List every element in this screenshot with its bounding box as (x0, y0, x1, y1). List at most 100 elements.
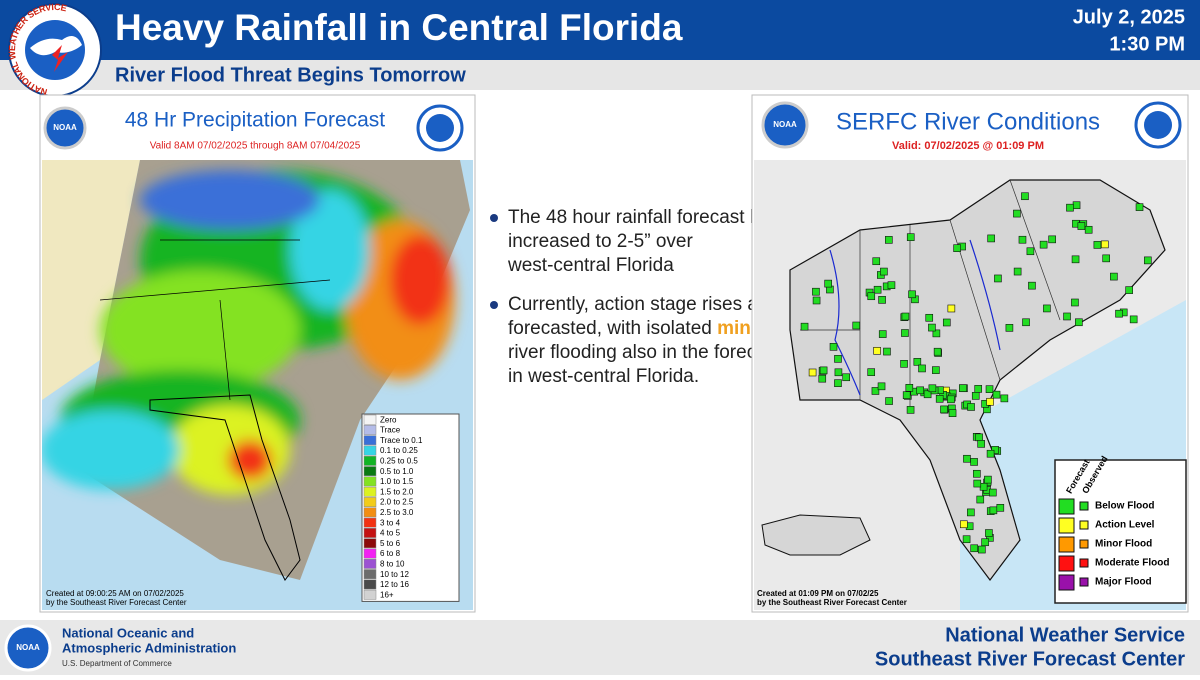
legend-swatch (363, 497, 377, 507)
legend-swatch (363, 486, 377, 497)
legend-label: 8 to 10 (380, 559, 405, 568)
legend-label: 4 to 5 (380, 529, 401, 538)
gauge-marker (901, 329, 909, 337)
gauge-marker (928, 384, 937, 393)
gauge-marker (872, 257, 881, 266)
gauge-marker (970, 458, 978, 466)
gauge-marker (867, 368, 876, 376)
logo-text: NOAA (16, 643, 40, 652)
gauge-marker (834, 355, 842, 363)
gauge-marker (873, 346, 881, 355)
gauge-marker (1125, 286, 1133, 294)
gauge-marker (829, 343, 838, 351)
credit-line: by the Southeast River Forecast Center (46, 598, 187, 607)
agency-line: Atmospheric Administration (62, 640, 236, 655)
legend-label: Major Flood (1095, 577, 1152, 588)
gauge-marker (1075, 318, 1083, 327)
bullet-line: west-central Florida (507, 255, 674, 276)
gauge-marker (834, 368, 843, 377)
gauge-marker (808, 368, 817, 377)
legend-label: Action Level (1095, 520, 1155, 531)
gauge-marker (871, 387, 880, 395)
map-valid: Valid: 07/02/2025 @ 01:09 PM (892, 140, 1044, 152)
nws-logo-inner (426, 114, 454, 142)
legend-label: 12 to 16 (380, 580, 409, 589)
precip-map: NOAA 48 Hr Precipitation Forecast Valid … (39, 94, 476, 613)
date: July 2, 2025 (1073, 6, 1185, 28)
legend-swatch (1058, 555, 1075, 572)
legend-label: Trace to 0.1 (380, 436, 423, 445)
legend-swatch (1079, 539, 1089, 549)
bullet-dot (490, 301, 498, 309)
legend-label: 1.0 to 1.5 (380, 477, 414, 486)
legend-label: 0.1 to 0.25 (380, 446, 418, 455)
legend-swatch (1079, 501, 1089, 511)
legend-swatch (1079, 577, 1089, 587)
gauge-marker (873, 285, 882, 294)
gauge-marker (1110, 272, 1118, 281)
legend-swatch (363, 589, 377, 600)
gauge-marker (1072, 201, 1081, 210)
legend-swatch (363, 528, 377, 538)
gauge-marker (987, 234, 995, 243)
office-line: National Weather Service (945, 624, 1185, 646)
title: Heavy Rainfall in Central Florida (115, 7, 683, 48)
subtitle: River Flood Threat Begins Tomorrow (115, 64, 466, 86)
gauge-marker (967, 403, 975, 411)
gauge-marker (986, 449, 995, 458)
legend-box (361, 413, 460, 602)
noaa-logo (761, 101, 809, 149)
gauge-marker (971, 392, 980, 400)
bullet-line: in west-central Florida. (508, 366, 699, 387)
gauge-marker (1022, 318, 1030, 327)
legend-swatch (363, 579, 377, 590)
gauge-marker (958, 384, 967, 392)
legend-label: 16+ (380, 590, 394, 599)
legend-label: 2.0 to 2.5 (380, 498, 414, 507)
gauge-marker (988, 488, 997, 497)
legend-label: 3 to 4 (380, 518, 401, 527)
logo-text: NOAA (53, 123, 77, 132)
legend-swatch (363, 455, 377, 466)
legend-swatch (363, 466, 377, 477)
noaa-logo (43, 106, 87, 150)
gauge-marker (991, 446, 999, 454)
legend-label: 6 to 8 (380, 549, 401, 558)
gauge-marker (985, 385, 994, 393)
credit-line: Created at 01:09 PM on 07/02/25 (757, 589, 879, 598)
gauge-marker (800, 322, 809, 331)
legend-label: Zero (380, 415, 397, 424)
legend-swatch (1079, 558, 1089, 568)
gauge-marker (1048, 235, 1056, 244)
gauge-marker (901, 312, 910, 321)
bullet-list: The 48 hour rainfall forecast has increa… (490, 207, 782, 387)
gauge-marker (976, 495, 985, 504)
gauge-marker (947, 395, 955, 404)
gauge-marker (1144, 256, 1152, 265)
gauge-marker (824, 279, 832, 288)
legend-label: Minor Flood (1095, 539, 1152, 550)
gauge-marker (977, 440, 985, 448)
gauge-marker (953, 244, 961, 252)
gauge-marker (885, 236, 893, 244)
gauge-marker (1013, 209, 1021, 218)
gauge-marker (974, 385, 983, 393)
gauge-marker (867, 292, 876, 301)
map-valid: Valid 8AM 07/02/2025 through 8AM 07/04/2… (150, 141, 361, 152)
gauge-marker (973, 479, 982, 488)
gauge-marker (962, 535, 971, 544)
bullet-line: increased to 2-5” over (508, 231, 693, 252)
header-band (0, 0, 1200, 60)
gauge-marker (812, 287, 820, 296)
gauge-marker (1077, 222, 1086, 230)
bullet-text: forecasted, with isolated (508, 318, 717, 339)
legend-label: 0.5 to 1.0 (380, 467, 414, 476)
gauge-marker (916, 386, 924, 395)
legend-swatch (363, 425, 377, 435)
bullet-line: forecasted, with isolated minor (508, 318, 771, 339)
legend-swatch (363, 548, 377, 559)
gauge-marker (970, 544, 978, 553)
gauge-marker (1021, 192, 1029, 201)
bullet-line: river flooding also in the forecast (508, 342, 782, 363)
